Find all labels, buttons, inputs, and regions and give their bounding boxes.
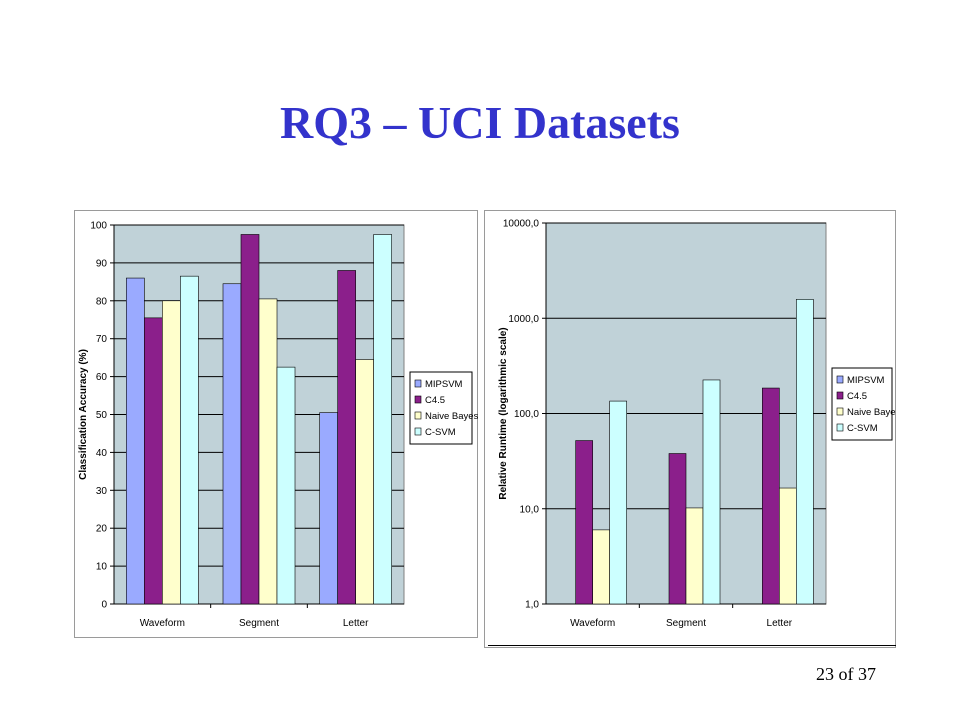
y-tick-label: 0 xyxy=(101,600,107,611)
y-tick-label: 10000,0 xyxy=(503,219,540,230)
y-tick-label: 90 xyxy=(96,258,108,269)
bar-c-svm-letter xyxy=(796,299,814,605)
y-tick-label: 1000,0 xyxy=(508,314,539,325)
legend-swatch xyxy=(414,411,422,420)
legend-swatch xyxy=(836,391,844,400)
bar-c4-5-waveform xyxy=(575,440,593,605)
y-tick-label: 50 xyxy=(96,410,108,421)
legend-swatch xyxy=(414,395,422,404)
bar-naive-bayes-waveform xyxy=(592,529,610,605)
x-tick-label: Waveform xyxy=(140,618,185,629)
bar-c-svm-waveform xyxy=(180,275,199,605)
y-tick-label: 100,0 xyxy=(514,409,539,420)
legend-label: Naive Bayes xyxy=(425,411,478,422)
bar-c4-5-letter xyxy=(337,270,356,605)
x-tick-label: Segment xyxy=(666,618,706,629)
bar-c-svm-segment xyxy=(702,379,721,605)
y-axis-label: Classification Accuracy (%) xyxy=(78,349,89,480)
legend-label: C4.5 xyxy=(847,391,867,402)
x-tick-label: Letter xyxy=(343,618,369,629)
y-tick-label: 10,0 xyxy=(520,504,540,515)
y-tick-label: 40 xyxy=(96,448,108,459)
slide-number: 23 of 37 xyxy=(816,664,876,684)
legend-label: MIPSVM xyxy=(847,375,885,386)
y-tick-label: 70 xyxy=(96,334,108,345)
legend-swatch xyxy=(414,427,422,436)
legend-label: C-SVM xyxy=(425,427,456,438)
legend-label: C4.5 xyxy=(425,395,445,406)
bar-naive-bayes-letter xyxy=(355,359,374,605)
y-tick-label: 60 xyxy=(96,372,108,383)
y-tick-label: 30 xyxy=(96,486,108,497)
legend-swatch xyxy=(836,407,844,416)
bar-c4-5-letter xyxy=(762,387,780,605)
bar-mipsvm-waveform xyxy=(126,277,145,605)
y-tick-label: 1,0 xyxy=(525,600,539,611)
legend-label: C-SVM xyxy=(847,423,878,434)
legend-label: Naive Bayes xyxy=(847,407,896,418)
legend-label: MIPSVM xyxy=(425,379,463,390)
y-tick-label: 10 xyxy=(96,562,108,573)
divider-line xyxy=(488,645,896,646)
bar-c-svm-letter xyxy=(373,234,392,605)
runtime-bar-chart: 1,0 10,0 100,0 1000,0 10000,0 Waveform Segment… xyxy=(484,210,896,648)
legend-swatch xyxy=(836,375,844,384)
legend-swatch xyxy=(414,379,422,388)
y-axis-label: Relative Runtime (logarithmic scale) xyxy=(498,327,509,499)
x-tick-label: Segment xyxy=(239,618,279,629)
bar-naive-bayes-segment xyxy=(685,507,704,605)
bar-c4-5-segment xyxy=(240,234,260,605)
bar-c4-5-waveform xyxy=(144,317,163,605)
slide-title: RQ3 – UCI Datasets xyxy=(280,97,680,148)
y-tick-label: 100 xyxy=(90,221,107,232)
accuracy-bar-chart: 0 10 20 30 40 50 60 70 80 90 100 Waveform Segment Let… xyxy=(74,210,478,638)
bar-c-svm-waveform xyxy=(609,400,627,605)
bar-naive-bayes-letter xyxy=(779,487,797,605)
legend-swatch xyxy=(836,423,844,432)
y-tick-label: 80 xyxy=(96,296,108,307)
x-tick-label: Letter xyxy=(767,618,793,629)
bar-c4-5-segment xyxy=(668,453,687,605)
x-tick-label: Waveform xyxy=(570,618,615,629)
bar-c-svm-segment xyxy=(276,366,296,605)
bar-mipsvm-segment xyxy=(222,283,242,605)
bar-naive-bayes-segment xyxy=(258,298,278,605)
bar-naive-bayes-waveform xyxy=(162,300,181,605)
y-tick-label: 20 xyxy=(96,524,108,535)
bar-mipsvm-letter xyxy=(319,412,338,605)
